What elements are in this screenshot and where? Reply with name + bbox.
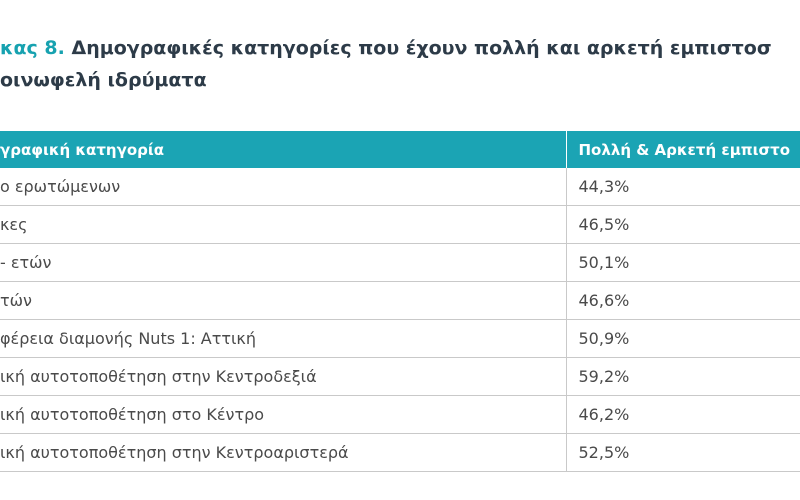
table-caption: κας 8. Δημογραφικές κατηγορίες που έχουν… (0, 32, 800, 96)
row-label: ική αυτοτοποθέτηση στην Κεντροαριστερά (0, 433, 566, 472)
column-header: Πολλή & Αρκετή εμπιστο (565, 131, 800, 168)
header-row: γραφική κατηγορία Πολλή & Αρκετή εμπιστο (0, 131, 800, 168)
row-value: 46,6% (565, 281, 800, 320)
row-value: 52,5% (565, 433, 800, 472)
row-value: 46,5% (565, 205, 800, 244)
table-row: ική αυτοτοποθέτηση στην Κεντροδεξιά 59,2% (0, 357, 800, 396)
row-label: κες (0, 205, 566, 244)
row-value: 44,3% (565, 168, 800, 206)
table-row: τών 46,6% (0, 281, 800, 320)
column-header: γραφική κατηγορία (0, 131, 566, 168)
row-value: 50,9% (565, 319, 800, 358)
table-row: ική αυτοτοποθέτηση στην Κεντροαριστερά 52… (0, 433, 800, 472)
row-label: ική αυτοτοποθέτηση στο Κέντρο (0, 395, 566, 434)
caption-text: Δημογραφικές κατηγορίες που έχουν πολλή … (71, 37, 772, 59)
table-row: ική αυτοτοποθέτηση στο Κέντρο 46,2% (0, 395, 800, 434)
table-row: ο ερωτώμενων 44,3% (0, 168, 800, 206)
table-row: κες 46,5% (0, 205, 800, 244)
row-value: 46,2% (565, 395, 800, 434)
row-label: ο ερωτώμενων (0, 168, 566, 206)
row-label: τών (0, 281, 566, 320)
data-table: γραφική κατηγορία Πολλή & Αρκετή εμπιστο … (0, 131, 800, 472)
row-label: - ετών (0, 243, 566, 282)
table-row: φέρεια διαμονής Nuts 1: Αττική 50,9% (0, 319, 800, 358)
row-value: 59,2% (565, 357, 800, 396)
row-label: ική αυτοτοποθέτηση στην Κεντροδεξιά (0, 357, 566, 396)
caption-number: κας 8. (0, 37, 65, 59)
row-label: φέρεια διαμονής Nuts 1: Αττική (0, 319, 566, 358)
caption-line: οινωφελή ιδρύματα (0, 69, 207, 91)
table-row: - ετών 50,1% (0, 243, 800, 282)
caption-line: κας 8. Δημογραφικές κατηγορίες που έχουν… (0, 32, 800, 64)
row-value: 50,1% (565, 243, 800, 282)
